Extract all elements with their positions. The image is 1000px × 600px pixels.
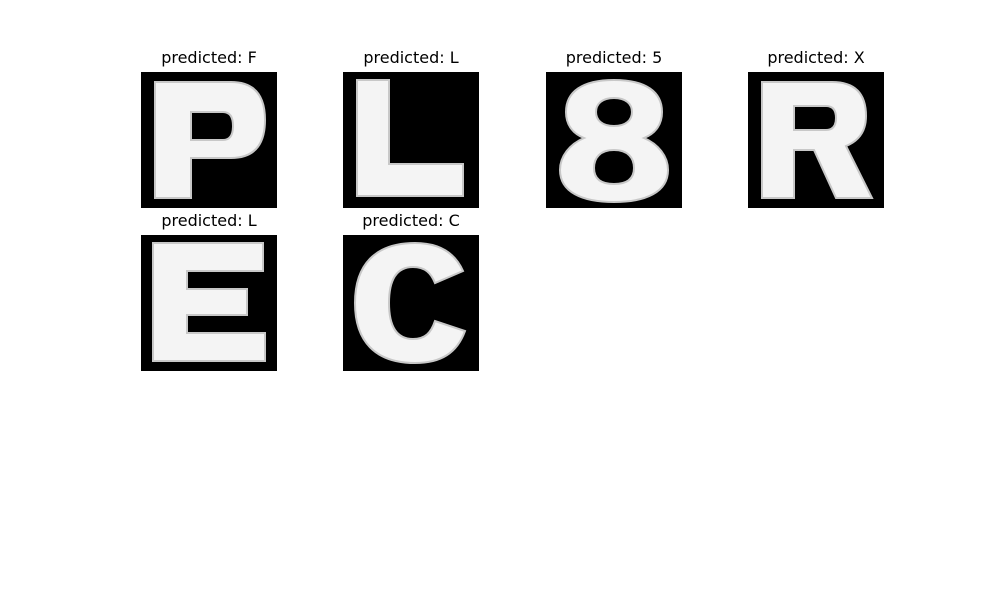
panel-caption: predicted: X <box>767 48 865 67</box>
digit-8-glyph <box>558 78 670 204</box>
letter-c-glyph <box>353 241 467 365</box>
letter-p-glyph <box>154 81 267 199</box>
glyph-image <box>748 72 884 208</box>
letter-l-glyph <box>356 79 464 197</box>
glyph-image <box>141 235 277 371</box>
letter-r-glyph <box>761 81 874 199</box>
glyph-image <box>141 72 277 208</box>
letter-e-glyph <box>152 242 266 362</box>
panel-caption: predicted: L <box>161 211 257 230</box>
panel-caption: predicted: C <box>362 211 460 230</box>
glyph-image <box>546 72 682 208</box>
glyph-image <box>343 72 479 208</box>
glyph-image <box>343 235 479 371</box>
panel-caption: predicted: 5 <box>565 48 663 67</box>
panel-caption: predicted: L <box>363 48 459 67</box>
panel-caption: predicted: F <box>161 48 257 67</box>
